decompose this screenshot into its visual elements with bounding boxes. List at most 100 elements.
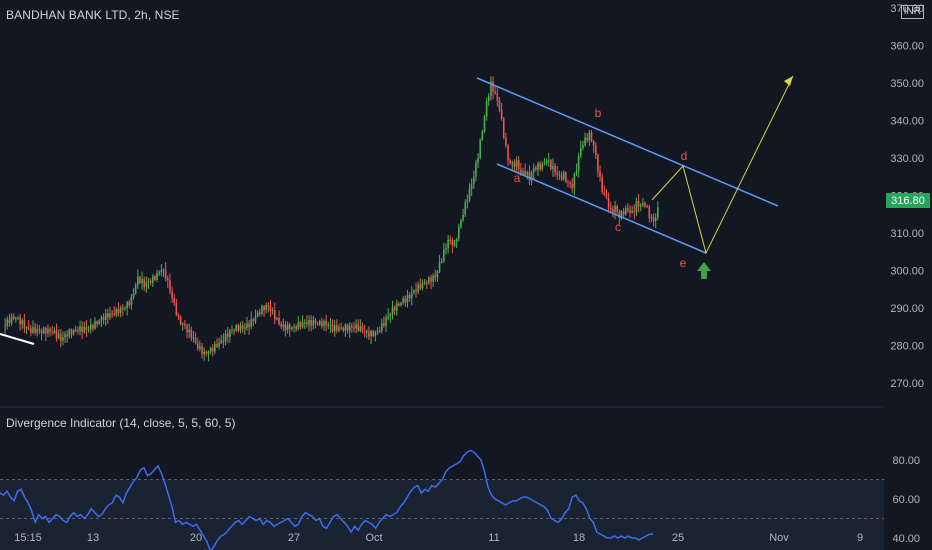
candle-body [562,172,565,180]
indicator-title[interactable]: Divergence Indicator (14, close, 5, 5, 6… [6,416,236,430]
candle-body [233,329,235,331]
time-tick-label: 13 [87,532,99,544]
price-tick-label: 350.00 [890,78,924,90]
candle-body [265,305,268,311]
candle-body [650,217,653,219]
candle-body [440,261,443,263]
candle-body [492,81,494,92]
candle-body [276,318,278,320]
candle-body [543,162,546,165]
candle-body [196,343,199,349]
candle-body [203,351,205,355]
candle-body [366,330,368,333]
candle-body [383,323,385,326]
candle-body [398,303,400,306]
candle-body [231,329,233,331]
candle-body [498,100,501,110]
divergence-indicator-line [0,449,653,550]
candle-body [25,327,28,329]
candle-body [592,140,595,146]
indicator-tick-label: 60.00 [892,494,920,506]
candle-body [387,315,389,318]
time-tick-label: 27 [288,532,300,544]
candle-body [410,293,413,298]
candle-body [17,317,19,319]
currency-badge[interactable]: INR [900,5,924,19]
candle-body [357,324,360,331]
candle-body [402,298,404,303]
symbol-title[interactable]: BANDHAN BANK LTD, 2h, NSE [6,8,180,22]
time-tick-label: 18 [573,532,585,544]
candle-body [609,207,612,209]
candle-body [652,217,655,222]
candle-body [96,321,98,325]
candle-body [464,202,467,215]
candle-body [588,132,591,141]
candle-body [295,326,297,329]
candle-body [577,156,580,171]
candle-body [560,175,563,180]
candle-body [62,337,64,341]
candle-body [259,312,261,315]
candle-body [220,340,223,343]
candle-body [192,337,195,339]
candle-body [32,327,34,333]
projection-arrowhead [784,76,793,86]
candle-body [237,325,240,331]
price-candles [4,76,659,362]
candle-body [423,282,426,284]
price-tick-label: 290.00 [890,303,924,315]
candle-body [430,277,432,282]
axes: 270.00280.00290.00300.00310.00320.00330.… [14,3,930,545]
candle-body [485,100,488,116]
candle-body [449,239,452,241]
candle-body [104,313,107,320]
candle-body [370,331,372,337]
candle-body [4,325,6,327]
candle-body [616,206,618,212]
channel-upper-line [476,77,779,207]
price-tick-label: 280.00 [890,341,924,353]
candle-body [346,324,349,331]
candle-body [261,306,263,315]
candle-body [421,283,424,289]
candle-body [263,306,265,311]
candle-body [624,208,627,215]
candle-body [340,327,342,329]
candle-body [490,81,492,96]
candle-body [27,327,30,329]
candle-body [470,184,473,189]
candle-body [21,320,24,325]
candle-body [175,302,178,316]
price-tick-label: 330.00 [890,153,924,165]
candle-body [166,278,169,281]
candle-body [64,334,66,338]
candle-body [42,327,45,334]
candle-body [355,324,357,329]
candle-body [524,171,526,175]
candle-body [47,328,49,334]
candle-body [530,172,533,181]
candle-body [235,325,238,331]
candle-body [162,269,165,271]
candle-body [92,324,94,329]
candle-body [479,139,482,158]
candle-body [532,167,535,173]
candle-body [119,307,122,314]
candle-body [284,324,287,331]
candle-body [338,327,340,331]
candle-body [45,327,47,334]
indicator-tick-label: 80.00 [892,455,920,467]
candle-body [419,284,422,289]
candle-body [252,319,255,322]
candle-body [128,302,131,306]
candle-body [361,326,364,332]
candle-body [248,323,250,328]
price-tick-label: 310.00 [890,228,924,240]
candle-body [171,291,173,299]
candle-body [134,285,137,294]
time-tick-label: Nov [769,532,789,544]
candle-body [342,327,345,331]
candle-body [38,328,41,331]
